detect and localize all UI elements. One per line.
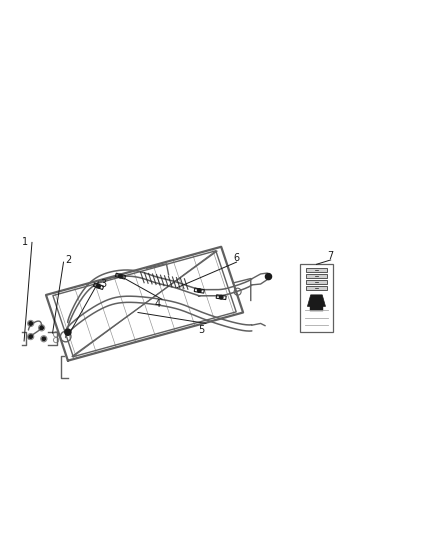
Bar: [300, 264, 333, 332]
Circle shape: [29, 322, 32, 325]
Text: 1: 1: [22, 237, 28, 247]
Text: 7: 7: [328, 251, 334, 261]
Text: 5: 5: [198, 325, 205, 335]
Circle shape: [29, 335, 32, 338]
Circle shape: [119, 274, 122, 278]
Bar: [306, 286, 327, 290]
Circle shape: [198, 289, 201, 292]
Circle shape: [97, 285, 100, 288]
Text: 2: 2: [65, 255, 71, 265]
Circle shape: [219, 295, 223, 299]
Bar: [310, 306, 323, 311]
Bar: [306, 280, 327, 284]
Circle shape: [42, 337, 46, 341]
Circle shape: [265, 273, 272, 280]
Text: 6: 6: [233, 253, 240, 263]
Circle shape: [40, 326, 43, 329]
Polygon shape: [307, 295, 325, 306]
Text: 3: 3: [100, 279, 106, 289]
Bar: [306, 274, 327, 278]
Text: 4: 4: [155, 298, 161, 309]
Circle shape: [65, 329, 71, 335]
Bar: [306, 268, 327, 272]
